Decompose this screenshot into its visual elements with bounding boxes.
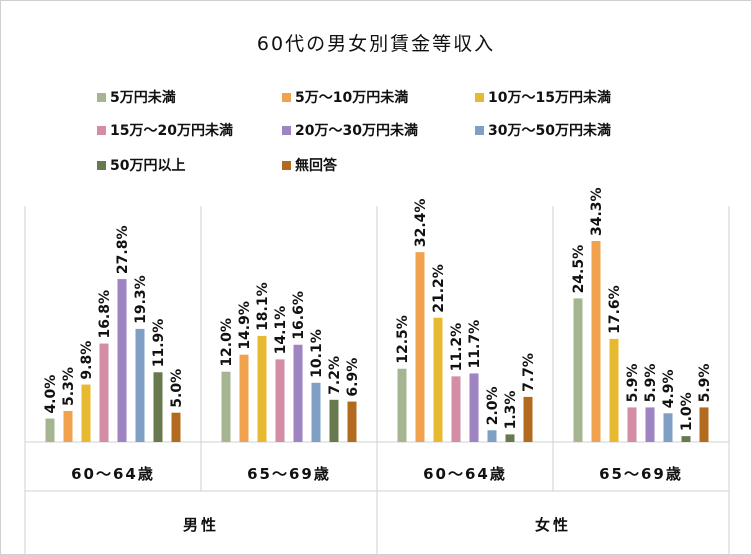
bar [487, 430, 497, 442]
data-label: 10.1% [309, 329, 325, 378]
data-label: 16.6% [291, 291, 307, 340]
data-label: 17.6% [607, 285, 623, 334]
bar [45, 418, 55, 442]
legend-item: 30万～50万円未満 [475, 120, 611, 140]
bar [135, 328, 145, 442]
gender-label: 男性 [183, 516, 219, 534]
legend-swatch [475, 125, 484, 135]
legend-item: 50万円以上 [97, 155, 185, 175]
category-label: 65～69歳 [247, 465, 331, 483]
legend-item: 10万～15万円未満 [475, 87, 611, 107]
data-label: 5.9% [697, 364, 713, 403]
legend-label: 20万～30万円未満 [295, 123, 418, 139]
legend-swatch [475, 92, 484, 102]
legend-swatch [97, 160, 106, 170]
data-label: 7.7% [521, 353, 537, 392]
bar [591, 241, 601, 442]
bar [293, 344, 303, 442]
data-label: 12.0% [219, 318, 235, 367]
bar [81, 384, 91, 442]
legend-label: 5万円未満 [110, 90, 176, 106]
bar [329, 399, 339, 442]
bar [63, 410, 73, 442]
bar [347, 401, 357, 442]
data-label: 9.8% [79, 341, 95, 380]
bar [451, 376, 461, 442]
bar [469, 373, 479, 442]
legend-swatch [97, 125, 106, 135]
legend-label: 30万～50万円未満 [488, 123, 611, 139]
bar [221, 371, 231, 442]
data-label: 32.4% [413, 199, 429, 248]
data-label: 18.1% [255, 282, 271, 331]
bar [99, 343, 109, 442]
data-label: 16.8% [97, 290, 113, 339]
bar [257, 335, 267, 442]
bar [663, 413, 673, 442]
data-label: 21.2% [431, 264, 447, 313]
data-label: 34.3% [589, 187, 605, 236]
legend-swatch [282, 160, 291, 170]
bar [573, 298, 583, 442]
bar [433, 317, 443, 442]
legend-label: 10万～15万円未満 [488, 90, 611, 106]
legend-item: 20万～30万円未満 [282, 120, 418, 140]
data-label: 5.9% [625, 364, 641, 403]
legend-item: 無回答 [282, 155, 337, 175]
legend-swatch [282, 125, 291, 135]
data-label: 27.8% [115, 226, 131, 275]
bar [609, 338, 619, 442]
data-label: 14.1% [273, 306, 289, 355]
legend-swatch [282, 92, 291, 102]
data-label: 12.5% [395, 315, 411, 364]
bar [523, 396, 533, 442]
data-label: 1.3% [503, 391, 519, 430]
category-label: 60～64歳 [71, 465, 155, 483]
data-label: 7.2% [327, 356, 343, 395]
data-label: 4.9% [661, 369, 677, 408]
bar [681, 436, 691, 442]
bar [645, 407, 655, 442]
legend-item: 5万円未満 [97, 87, 176, 107]
data-label: 24.5% [571, 245, 587, 294]
data-label: 11.9% [151, 319, 167, 368]
data-label: 11.7% [467, 320, 483, 369]
data-label: 14.9% [237, 301, 253, 350]
data-label: 4.0% [43, 375, 59, 414]
data-label: 1.0% [679, 392, 695, 431]
data-label: 5.0% [169, 369, 185, 408]
data-label: 6.9% [345, 358, 361, 397]
gender-label: 女性 [535, 516, 571, 534]
data-label: 5.9% [643, 364, 659, 403]
bar [505, 434, 515, 442]
bar [397, 368, 407, 442]
bar [627, 407, 637, 442]
data-label: 19.3% [133, 275, 149, 324]
bar [153, 372, 163, 442]
legend-label: 無回答 [295, 158, 337, 174]
chart-title: 60代の男女別賃金等収入 [256, 33, 496, 55]
legend-label: 50万円以上 [110, 158, 186, 174]
category-label: 60～64歳 [423, 465, 507, 483]
bar [699, 407, 709, 442]
legend-item: 15万～20万円未満 [97, 120, 233, 140]
legend-label: 5万～10万円未満 [295, 90, 409, 106]
data-label: 11.2% [449, 323, 465, 372]
bar [275, 359, 285, 442]
bar [117, 279, 127, 442]
legend-swatch [97, 92, 106, 102]
category-label: 65～69歳 [599, 465, 683, 483]
legend-item: 5万～10万円未満 [282, 87, 408, 107]
data-label: 5.3% [61, 367, 77, 406]
bar [171, 412, 181, 442]
bar [239, 354, 249, 442]
bar [415, 252, 425, 442]
data-label: 2.0% [485, 386, 501, 425]
legend-label: 15万～20万円未満 [110, 123, 233, 139]
bar [311, 382, 321, 442]
